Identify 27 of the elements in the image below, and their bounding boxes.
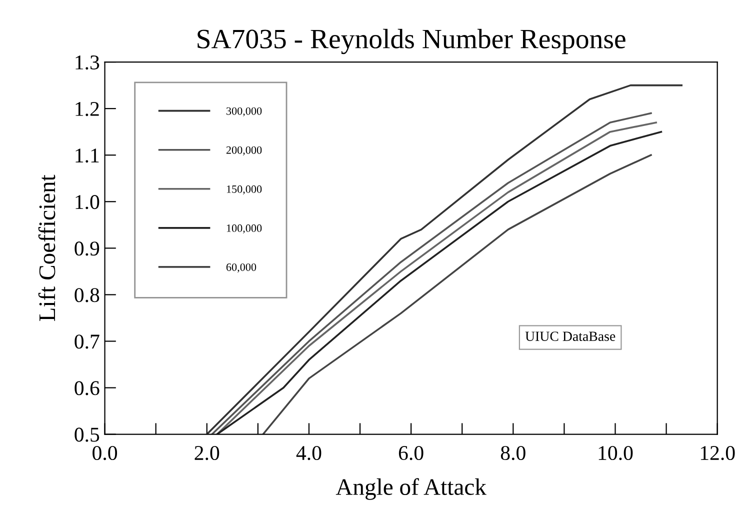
line-series: [262, 154, 652, 434]
y-tick-label: 1.1: [76, 148, 99, 163]
y-tick-label: 1.3: [76, 55, 100, 70]
x-tick-label: 6.0: [398, 446, 424, 460]
x-tick-label: 2.0: [194, 446, 220, 460]
x-tick-label: 10.0: [598, 446, 633, 460]
y-tick-label: 0.7: [74, 334, 100, 349]
y-tick-label: 0.6: [74, 381, 100, 396]
y-axis-title: Lift Coefficient: [38, 174, 56, 322]
annotation: UIUC DataBase: [525, 332, 616, 341]
x-tick-label: 8.0: [500, 446, 526, 460]
x-tick-label: 0.0: [92, 446, 118, 460]
y-tick-label: 1.2: [76, 102, 99, 116]
y-tick-label: 0.8: [74, 288, 100, 302]
legend-label: 100,000: [226, 224, 262, 234]
legend-label: 300,000: [226, 107, 262, 116]
line-series: [206, 84, 683, 434]
legend-label: 200,000: [226, 146, 262, 156]
x-axis-title: Angle of Attack: [336, 478, 486, 500]
y-tick-label: 0.9: [74, 242, 100, 256]
chart-title: SA7035 - Reynolds Number Response: [198, 28, 626, 54]
legend-label: 60,000: [226, 263, 256, 273]
x-tick-label: 12.0: [700, 446, 735, 460]
legend-label: 150,000: [226, 185, 262, 194]
y-tick-label: 1.0: [76, 195, 100, 210]
x-tick-label: 4.0: [296, 446, 322, 460]
y-tick-label: 0.5: [74, 428, 100, 442]
